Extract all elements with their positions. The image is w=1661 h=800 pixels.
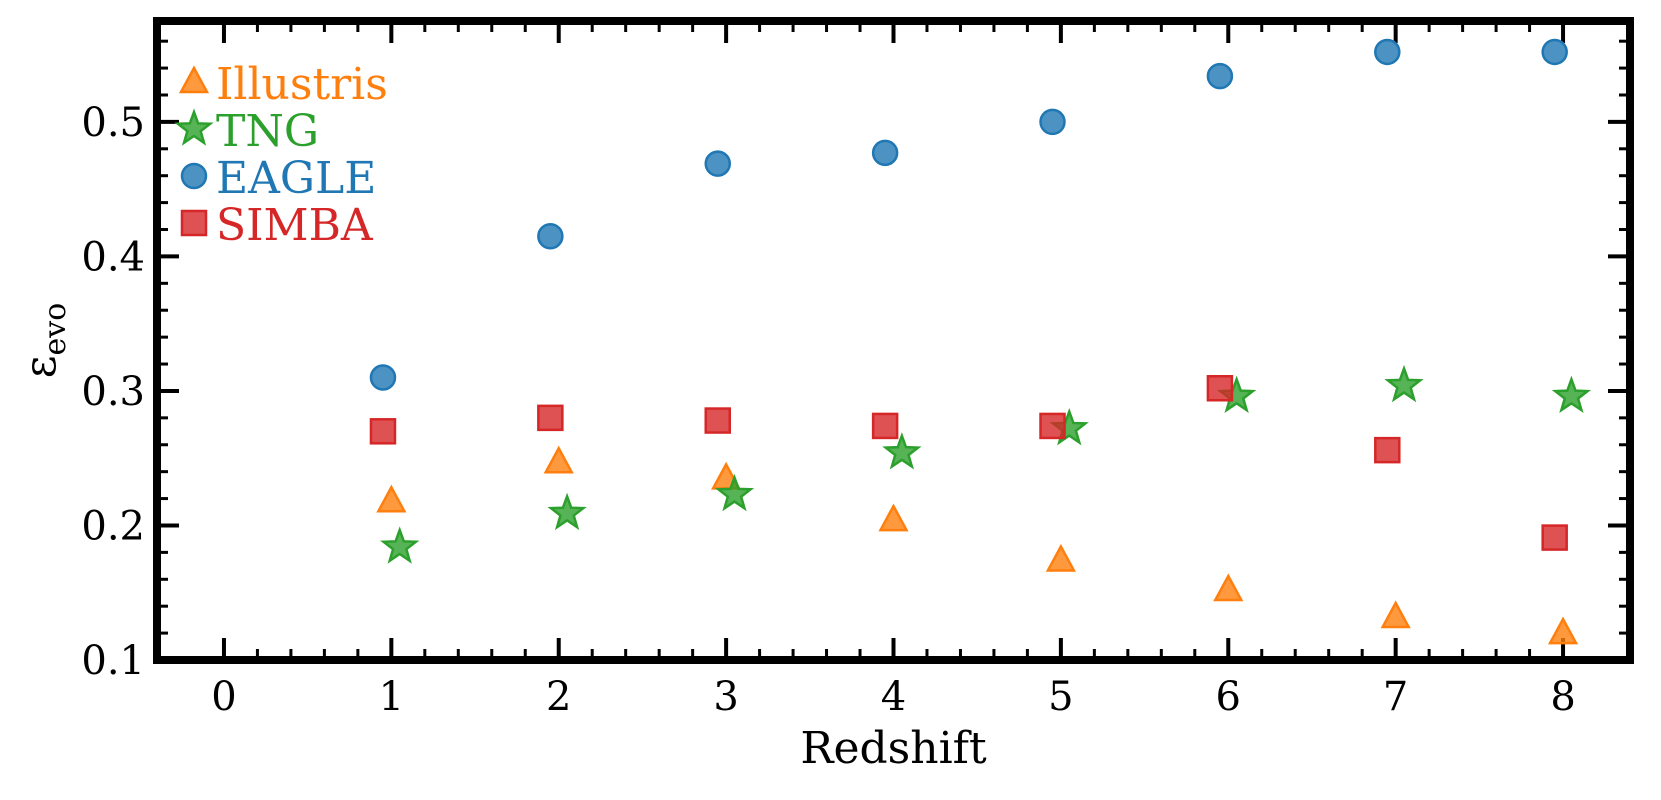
- y-tick-label: 0.2: [81, 503, 145, 549]
- x-tick-label: 7: [1383, 674, 1408, 720]
- eagle-point: [704, 150, 731, 177]
- y-tick-label: 0.5: [81, 100, 145, 146]
- series-eagle: [369, 38, 1568, 391]
- x-tick-label: 3: [713, 674, 738, 720]
- x-tick-label: 2: [546, 674, 571, 720]
- tng-point: [380, 526, 420, 564]
- tng-point: [1384, 364, 1424, 403]
- simba-point: [704, 407, 731, 434]
- legend-entry-eagle: EAGLE: [180, 153, 376, 204]
- y-axis-label-main: ε: [15, 355, 66, 378]
- legend-label: Illustris: [216, 59, 388, 110]
- simba-point: [1206, 375, 1234, 402]
- simba-point: [537, 404, 564, 432]
- tng-point: [714, 473, 755, 512]
- y-tick-label: 0.4: [81, 234, 145, 280]
- data-points: [369, 38, 1592, 645]
- illustris-point: [1547, 616, 1579, 645]
- eagle-point: [1039, 108, 1066, 136]
- tng-point: [1551, 375, 1592, 414]
- y-axis-label-sub: evo: [38, 303, 73, 356]
- eagle-point: [1541, 38, 1568, 66]
- axis-ticks: [157, 21, 1630, 662]
- series-illustris: [376, 445, 1579, 645]
- series-tng: [380, 364, 1592, 564]
- legend-label: SIMBA: [216, 200, 374, 251]
- eagle-point: [537, 222, 564, 250]
- eagle-point: [369, 364, 397, 391]
- illustris-point: [1380, 600, 1411, 629]
- legend-label: TNG: [216, 106, 319, 157]
- legend-marker-eagle: [180, 162, 208, 190]
- x-tick-label: 6: [1216, 674, 1241, 720]
- legend-marker-tng: [174, 108, 214, 146]
- x-axis-label: Redshift: [800, 723, 987, 774]
- tng-point: [547, 492, 587, 531]
- illustris-point: [1045, 543, 1076, 572]
- eagle-point: [1374, 38, 1401, 66]
- illustris-point: [878, 503, 909, 532]
- x-tick-label: 4: [881, 674, 906, 720]
- series-simba: [369, 375, 1568, 551]
- eagle-point: [1206, 62, 1234, 90]
- legend-entry-illustris: Illustris: [178, 59, 388, 110]
- y-tick-label: 0.1: [81, 638, 145, 684]
- plot-frame: [153, 17, 1634, 664]
- x-tick-label: 0: [211, 674, 236, 720]
- legend-marker-simba: [180, 209, 208, 237]
- legend-marker-illustris: [178, 65, 210, 94]
- y-axis-label: εevo: [15, 303, 73, 379]
- x-tick-label: 1: [379, 674, 404, 720]
- illustris-point: [1213, 573, 1244, 602]
- illustris-point: [376, 484, 407, 513]
- simba-point: [1039, 412, 1066, 440]
- simba-point: [871, 412, 899, 440]
- x-tick-label: 5: [1048, 674, 1073, 720]
- tng-point: [882, 432, 922, 470]
- legend-entry-tng: TNG: [174, 106, 319, 157]
- legend-entry-simba: SIMBA: [180, 200, 374, 251]
- eagle-point: [871, 139, 899, 167]
- simba-point: [1541, 524, 1568, 551]
- simba-point: [1374, 436, 1401, 464]
- tick-labels: 0 1 2 3 4 5 6 7 8 0.1 0.2 0.3 0.4 0.5: [81, 100, 1575, 720]
- illustris-point: [543, 445, 574, 474]
- x-tick-label: 8: [1550, 674, 1575, 720]
- legend-label: EAGLE: [216, 153, 376, 204]
- y-tick-label: 0.3: [81, 369, 145, 415]
- simba-point: [369, 418, 397, 445]
